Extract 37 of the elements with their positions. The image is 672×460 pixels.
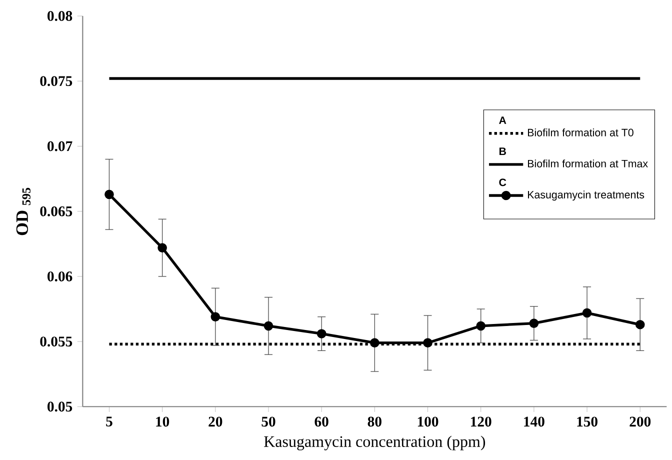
point — [635, 320, 645, 330]
x-tick-label: 120 — [471, 416, 492, 427]
point — [316, 329, 326, 338]
point — [423, 338, 432, 348]
point — [529, 318, 539, 328]
y-tick-label: 0.07 — [48, 141, 72, 152]
x-axis-title: Kasugamycin concentration (ppm) — [264, 436, 486, 450]
x-tick-label: 150 — [577, 416, 598, 427]
annotation: B — [499, 148, 506, 155]
legend-label: Kasugamycin treatments — [528, 190, 644, 201]
y-tick-label: 0.08 — [48, 11, 72, 21]
point — [158, 243, 167, 252]
x-tick-label: 80 — [368, 416, 382, 427]
annotation: C — [499, 178, 506, 186]
x-tick-label: 100 — [418, 416, 438, 427]
legend-label: Biofilm formation at T0 — [528, 128, 634, 136]
y-axis-title: OD $_{595}$ — [16, 188, 30, 236]
point — [582, 308, 592, 318]
annotation: A — [499, 116, 506, 124]
point — [104, 190, 114, 200]
x-tick-label: 140 — [524, 416, 544, 427]
y-tick-label: 0.055 — [40, 336, 72, 347]
point — [476, 321, 486, 331]
y-tick-label: 0.06 — [48, 271, 72, 282]
x-tick-label: 5 — [106, 416, 112, 426]
legend-label: Biofilm formation at Tmax — [528, 160, 648, 168]
y-tick-label: 0.05 — [48, 402, 72, 412]
y-tick-label: 0.065 — [40, 206, 72, 216]
x-tick-label: 200 — [630, 416, 651, 427]
point — [370, 338, 380, 348]
y-tick-label: 0.075 — [40, 76, 72, 86]
x-tick-label: 50 — [262, 416, 276, 427]
point — [210, 312, 220, 322]
x-tick-label: 60 — [314, 416, 328, 427]
x-tick-label: 10 — [156, 416, 170, 427]
x-tick-label: 20 — [208, 416, 222, 427]
point — [264, 321, 274, 331]
